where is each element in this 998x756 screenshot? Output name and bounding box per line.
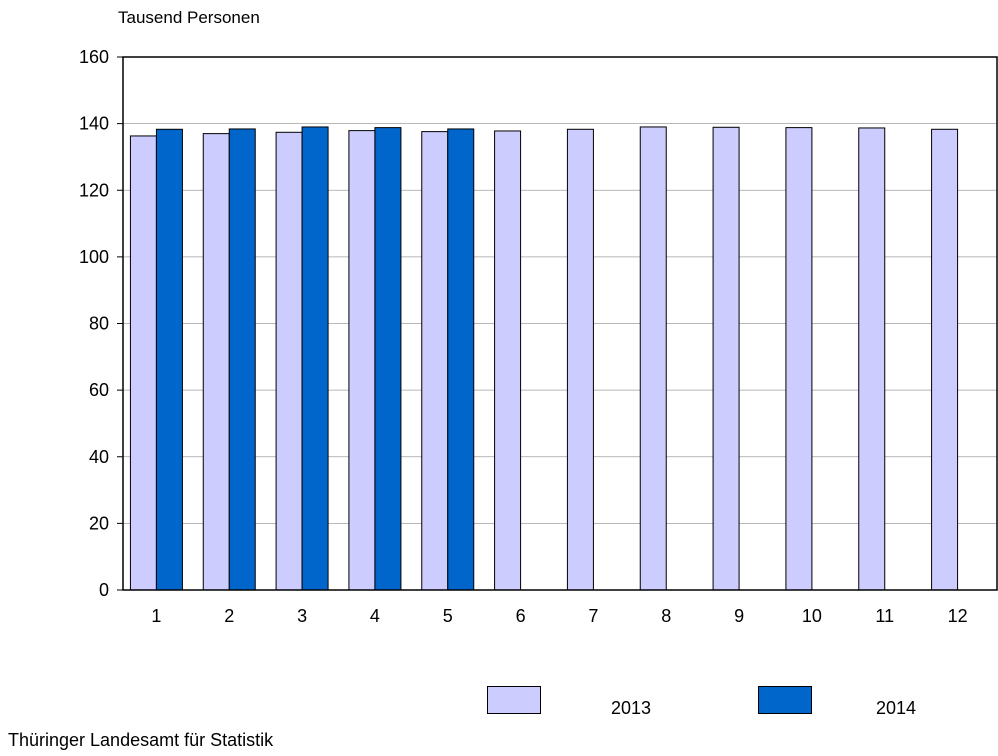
legend-label-2013: 2013 bbox=[611, 698, 652, 718]
x-axis-ticks: 1 2 3 4 5 6 7 8 9 10 11 12 bbox=[151, 606, 967, 626]
x-tick-label-10: 10 bbox=[802, 606, 822, 626]
source-note: Thüringer Landesamt für Statistik bbox=[8, 730, 274, 750]
x-tick-label-11: 11 bbox=[875, 606, 894, 626]
bar-2013-5 bbox=[421, 131, 449, 591]
bar-2013-4 bbox=[348, 130, 376, 591]
y-tick-label-40: 40 bbox=[89, 447, 109, 467]
x-tick-label-6: 6 bbox=[516, 606, 526, 626]
bar-2013-8 bbox=[639, 126, 667, 591]
bar-2013-6 bbox=[494, 130, 522, 591]
bar-2014-1 bbox=[155, 128, 183, 591]
x-tick-label-7: 7 bbox=[588, 606, 598, 626]
bar-2013-1 bbox=[129, 135, 157, 591]
x-tick-label-1: 1 bbox=[151, 606, 161, 626]
y-tick-label-0: 0 bbox=[99, 580, 109, 600]
y-tick-label-100: 100 bbox=[79, 247, 109, 267]
bar-2013-11 bbox=[858, 127, 886, 591]
bar-2013-7 bbox=[566, 128, 594, 591]
bar-2014-4 bbox=[374, 127, 402, 591]
y-tick-label-120: 120 bbox=[79, 180, 109, 200]
x-tick-label-9: 9 bbox=[734, 606, 744, 626]
bar-2013-3 bbox=[275, 131, 303, 591]
legend-swatch-2013 bbox=[487, 686, 541, 714]
bar-2013-10 bbox=[785, 127, 813, 591]
bar-2014-3 bbox=[301, 126, 329, 591]
x-tick-label-5: 5 bbox=[443, 606, 453, 626]
y-tick-label-160: 160 bbox=[79, 47, 109, 67]
x-tick-label-3: 3 bbox=[297, 606, 307, 626]
bar-2013-2 bbox=[202, 133, 230, 591]
y-tick-label-60: 60 bbox=[89, 380, 109, 400]
legend-swatch-2014 bbox=[758, 686, 812, 714]
plot-frame bbox=[122, 56, 998, 591]
bar-2013-12 bbox=[931, 128, 959, 591]
y-tick-label-140: 140 bbox=[79, 114, 109, 134]
x-tick-label-12: 12 bbox=[948, 606, 968, 626]
bar-2014-2 bbox=[228, 128, 256, 591]
y-tick-label-20: 20 bbox=[89, 513, 109, 533]
y-axis-label: Tausend Personen bbox=[118, 8, 260, 27]
bar-2013-9 bbox=[712, 126, 740, 591]
bar-2014-5 bbox=[447, 128, 475, 591]
x-tick-label-4: 4 bbox=[370, 606, 380, 626]
x-tick-label-8: 8 bbox=[661, 606, 671, 626]
bars bbox=[129, 126, 959, 591]
legend-label-2014: 2014 bbox=[876, 698, 917, 718]
x-tick-label-2: 2 bbox=[224, 606, 234, 626]
y-tick-label-80: 80 bbox=[89, 314, 109, 334]
gridlines bbox=[123, 123, 997, 524]
y-axis-ticks: 0 20 40 60 80 100 120 140 160 bbox=[79, 47, 123, 600]
